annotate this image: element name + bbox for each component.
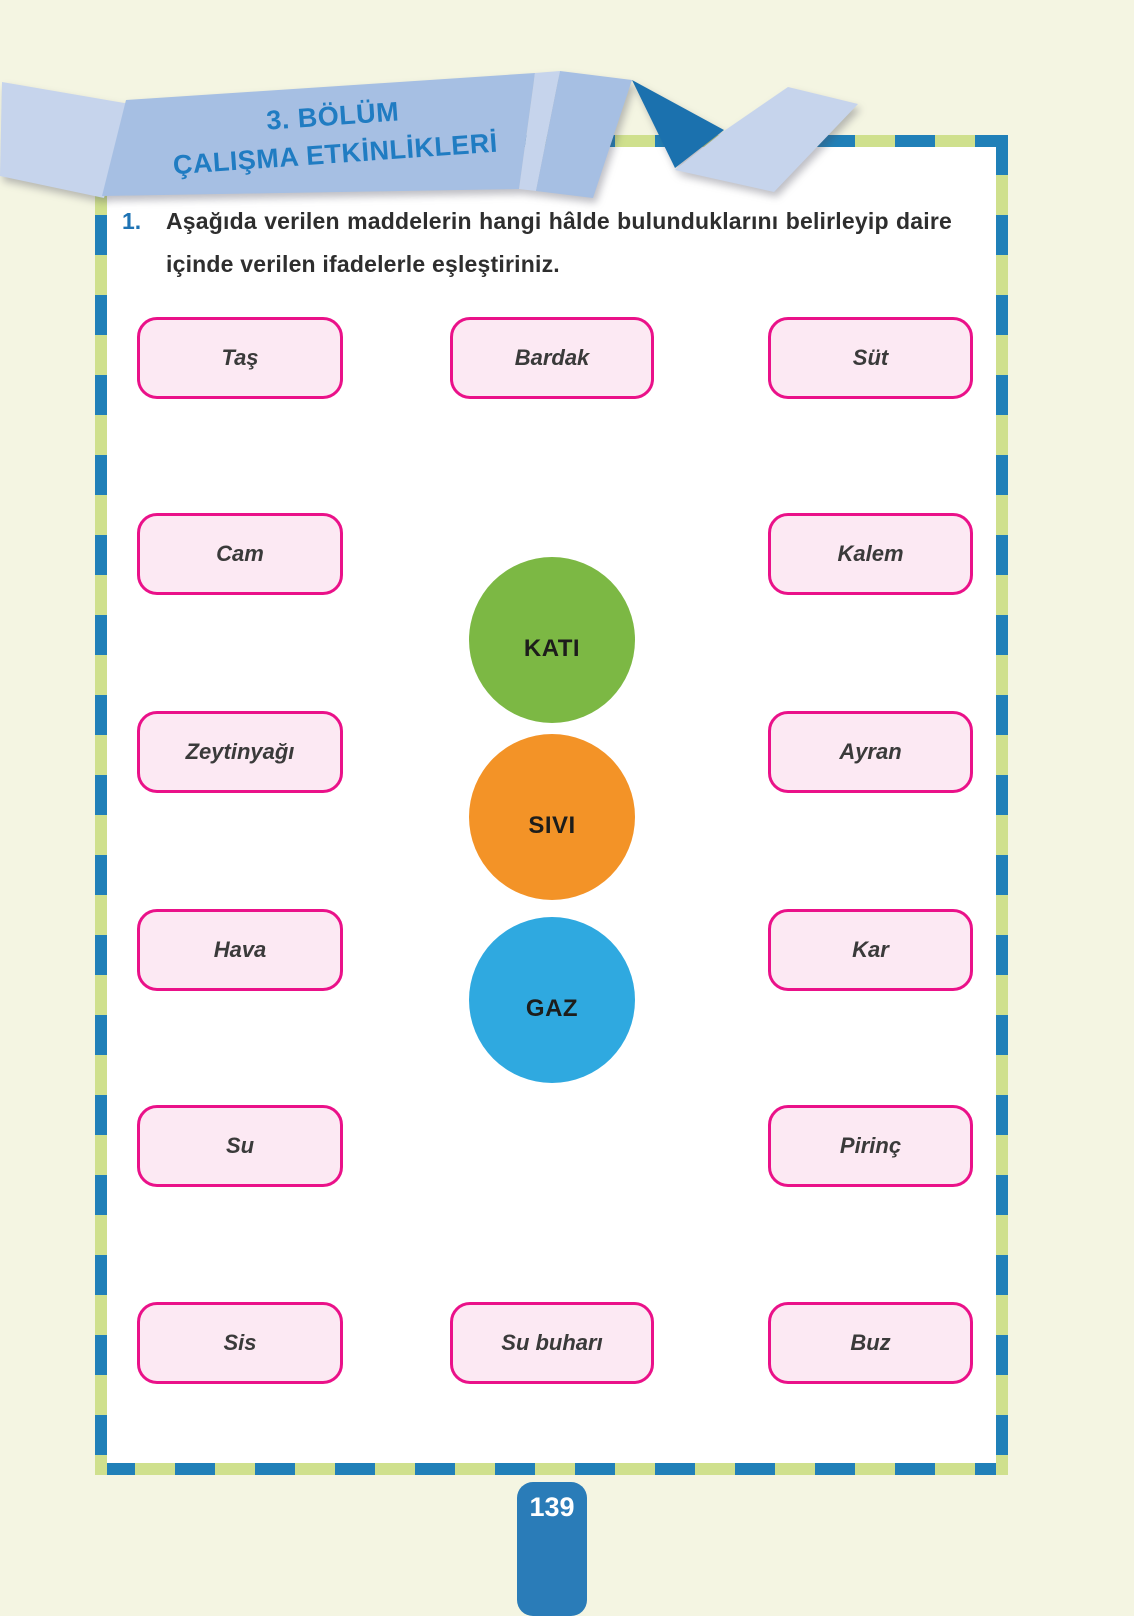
substance-label: Taş — [221, 345, 259, 370]
substance-box[interactable]: Cam — [137, 513, 343, 595]
substance-label: Kar — [852, 937, 889, 962]
substance-label: Bardak — [514, 345, 590, 370]
frame-border-left — [95, 135, 107, 1475]
substance-label: Zeytinyağı — [185, 739, 295, 764]
substance-box[interactable]: Pirinç — [768, 1105, 973, 1187]
question-number: 1. — [122, 208, 142, 234]
state-label: GAZ — [525, 995, 579, 1022]
substance-box[interactable]: Kar — [768, 909, 973, 991]
substance-label: Su — [225, 1133, 255, 1158]
substance-box[interactable]: Bardak — [450, 317, 654, 399]
ribbon-left-tail — [0, 82, 130, 198]
substance-label: Süt — [852, 345, 889, 370]
chapter-ribbon: 3. BÖLÜM ÇALIŞMA ETKİNLİKLERİ — [0, 55, 880, 220]
question-line-2: içinde verilen ifadelerle eşleştiriniz. — [166, 251, 560, 277]
substance-label: Hava — [213, 937, 267, 962]
substance-label: Su buharı — [501, 1330, 603, 1355]
substance-label: Pirinç — [839, 1133, 902, 1158]
substance-label: Sis — [223, 1330, 257, 1355]
substance-box[interactable]: Zeytinyağı — [137, 711, 343, 793]
substance-label: Kalem — [837, 541, 904, 566]
substance-label: Buz — [850, 1330, 891, 1355]
substance-box[interactable]: Ayran — [768, 711, 973, 793]
state-label: KATI — [523, 635, 581, 662]
state-circle[interactable]: GAZ — [469, 917, 635, 1083]
question-line-1: Aşağıda verilen maddelerin hangi hâlde b… — [166, 208, 952, 234]
ribbon-folds-graphic — [0, 71, 858, 198]
substance-label: Cam — [216, 541, 264, 566]
state-circle[interactable]: KATI — [469, 557, 635, 723]
ribbon-right-chevron — [675, 87, 858, 192]
substance-box[interactable]: Su buharı — [450, 1302, 654, 1384]
ribbon-fold-strip — [519, 71, 560, 191]
frame-border-right — [996, 135, 1008, 1475]
state-label: SIVI — [528, 812, 576, 839]
ribbon-valley-fold — [536, 71, 632, 198]
page-number: 139 — [529, 1492, 575, 1522]
substance-label: Ayran — [839, 739, 902, 764]
substance-box[interactable]: Sis — [137, 1302, 343, 1384]
page-number-tab: 139 — [517, 1482, 587, 1616]
substance-box[interactable]: Su — [137, 1105, 343, 1187]
substance-box[interactable]: Taş — [137, 317, 343, 399]
substance-box[interactable]: Buz — [768, 1302, 973, 1384]
frame-border-bottom — [95, 1463, 1008, 1475]
question-1: 1. Aşağıda verilen maddelerin hangi hâld… — [122, 200, 952, 286]
substance-box[interactable]: Hava — [137, 909, 343, 991]
question-text: Aşağıda verilen maddelerin hangi hâlde b… — [166, 200, 952, 286]
substance-box[interactable]: Kalem — [768, 513, 973, 595]
ribbon-dark-fold — [632, 80, 724, 168]
state-circle[interactable]: SIVI — [469, 734, 635, 900]
substance-box[interactable]: Süt — [768, 317, 973, 399]
ribbon-main-band — [102, 73, 535, 196]
